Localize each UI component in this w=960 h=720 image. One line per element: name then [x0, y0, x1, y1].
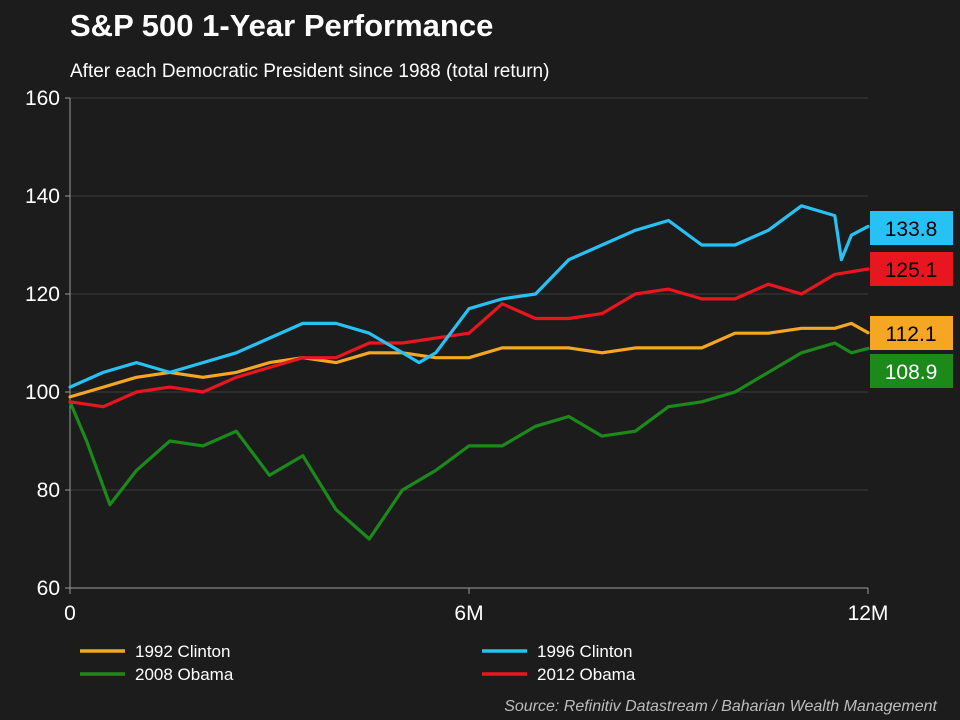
end-labels: 112.1 133.8 108.9 125.1	[870, 211, 953, 388]
series-line	[68, 321, 870, 399]
y-tick-label: 100	[25, 381, 60, 404]
legend-label: 2008 Obama	[135, 665, 234, 684]
end-label-box	[870, 252, 953, 286]
legend-label: 1992 Clinton	[135, 642, 230, 661]
chart-subtitle: After each Democratic President since 19…	[70, 61, 549, 82]
x-tick-label: 6M	[454, 602, 483, 625]
y-tick-label: 160	[25, 87, 60, 110]
series-lines	[68, 204, 870, 541]
axes	[69, 98, 868, 589]
y-axis-ticks: 60 80 100 120 140 160	[25, 87, 70, 600]
y-tick-label: 140	[25, 185, 60, 208]
end-label-box	[870, 211, 953, 245]
x-tick-label: 12M	[848, 602, 889, 625]
end-label-value: 112.1	[886, 323, 937, 346]
legend: 1992 Clinton 1996 Clinton 2008 Obama 2012 O…	[80, 642, 636, 684]
end-label-value: 125.1	[885, 259, 938, 282]
source-note: Source: Refinitiv Datastream / Baharian …	[504, 698, 937, 715]
y-tick-label: 80	[37, 479, 60, 502]
legend-label: 1996 Clinton	[537, 642, 632, 661]
y-tick-label: 120	[25, 283, 60, 306]
series-line	[68, 204, 870, 389]
end-label-box	[870, 354, 953, 388]
end-label-box	[870, 316, 953, 350]
legend-label: 2012 Obama	[537, 665, 636, 684]
y-tick-label: 60	[37, 577, 60, 600]
end-label-value: 108.9	[885, 361, 938, 384]
x-tick-label: 0	[64, 602, 76, 625]
x-axis-ticks: 0 6M 12M	[64, 588, 888, 625]
end-label-value: 133.8	[885, 218, 938, 241]
series-line	[68, 267, 870, 409]
series-line	[68, 341, 870, 541]
chart-title: S&P 500 1-Year Performance	[70, 8, 493, 43]
